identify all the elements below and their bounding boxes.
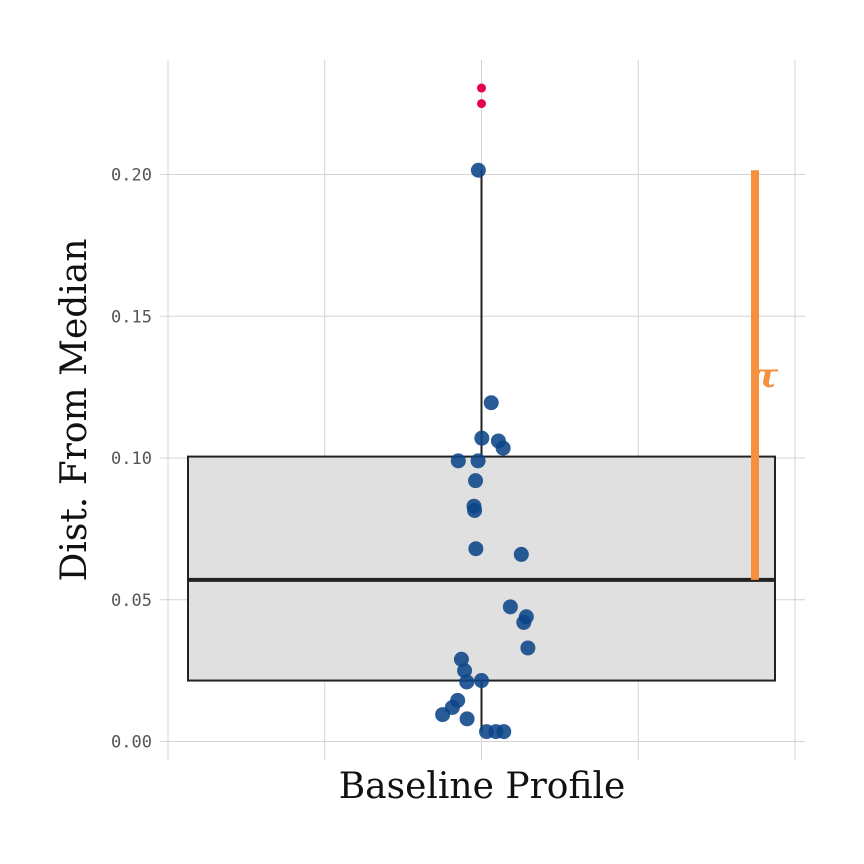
data-point — [459, 674, 475, 690]
y-tick-label: 0.10 — [111, 449, 152, 469]
y-tick-label: 0.05 — [111, 591, 152, 611]
data-point — [496, 724, 512, 740]
data-point — [457, 663, 473, 679]
box — [187, 83, 776, 732]
data-point — [483, 395, 499, 411]
y-tick-label: 0.00 — [111, 733, 152, 753]
data-point — [468, 473, 484, 489]
data-point — [513, 546, 529, 562]
data-point — [459, 711, 475, 727]
data-point — [502, 599, 518, 615]
y-tick-label: 0.20 — [111, 166, 152, 186]
tau-label: τ — [756, 356, 779, 396]
outlier-point — [477, 83, 486, 93]
data-point — [479, 724, 495, 740]
data-point — [468, 541, 484, 557]
data-point — [470, 162, 486, 178]
y-tick-label: 0.15 — [111, 307, 152, 327]
tau-annotation: τ — [751, 170, 779, 580]
y-axis-label: Dist. From Median — [54, 238, 95, 581]
data-point — [520, 640, 536, 656]
data-point — [474, 430, 490, 446]
data-point — [516, 614, 532, 630]
data-points — [435, 162, 536, 740]
data-point — [435, 707, 451, 723]
x-axis-label: Baseline Profile — [339, 766, 626, 807]
data-point — [495, 440, 511, 456]
data-point — [474, 673, 489, 689]
box-iqr — [187, 455, 776, 682]
outlier-point — [477, 99, 486, 109]
data-point — [450, 453, 466, 469]
data-point — [467, 502, 483, 518]
data-point — [470, 453, 486, 469]
data-point — [453, 651, 469, 667]
y-tick-labels: 0.00 0.05 0.10 0.15 0.20 — [111, 166, 152, 753]
